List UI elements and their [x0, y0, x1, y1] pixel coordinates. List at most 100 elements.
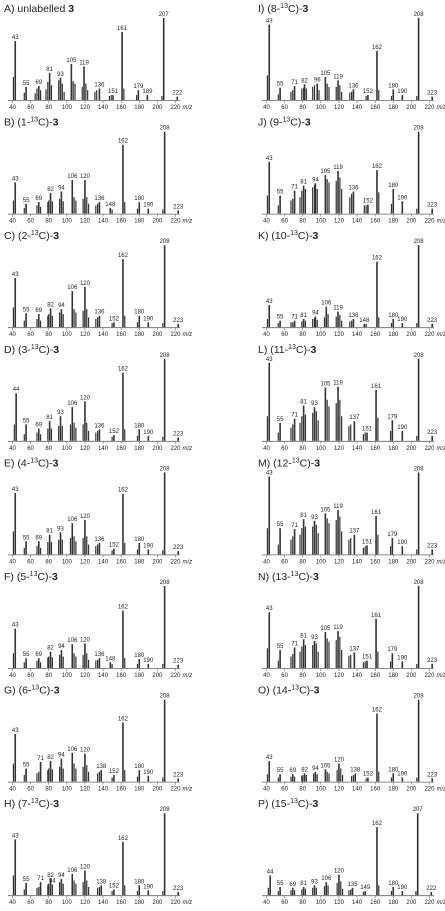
x-axis-unit: m/z	[182, 332, 192, 338]
x-tick-label: 40	[9, 332, 16, 338]
spectrum-peak	[39, 320, 42, 328]
x-tick-label: 220	[170, 559, 181, 565]
panel-title: D) (3-13C)-3	[4, 344, 59, 356]
panel-title: O) (14-13C)-3	[258, 685, 320, 697]
peak-label: 55	[277, 190, 284, 196]
spectrum-peak	[113, 889, 115, 896]
panel-title-middle: C)-	[299, 685, 314, 697]
peak-label: 136	[94, 310, 105, 316]
peak-label: 43	[12, 833, 19, 839]
spectrum-peak	[23, 547, 25, 555]
panel-title-superscript: 13	[280, 3, 288, 10]
peak-label: 55	[23, 762, 30, 768]
spectrum-peak	[301, 889, 303, 896]
peak-label: 94	[312, 177, 319, 183]
spectrum-peak	[293, 890, 296, 896]
x-tick-label: 180	[388, 332, 399, 338]
x-tick-label: 200	[152, 787, 163, 793]
spectrum-peak	[316, 319, 318, 328]
x-tick-label: 60	[27, 332, 34, 338]
spectrum-peak	[353, 534, 356, 555]
peak-label: 137	[349, 646, 360, 652]
spectrum-peak	[12, 875, 15, 896]
peak-label: 180	[388, 83, 399, 89]
x-tick-label: 120	[334, 787, 345, 793]
spectrum-peak	[364, 546, 366, 555]
peak-label: 162	[372, 256, 383, 262]
peak-label: 119	[333, 381, 343, 387]
spectrum-peak	[351, 320, 353, 328]
spectrum-peak	[82, 882, 84, 896]
peak-label: 82	[47, 755, 54, 761]
x-axis-unit: m/z	[436, 219, 445, 225]
spectrum-peak	[268, 161, 271, 214]
peak-label: 136	[348, 313, 359, 319]
peak-label: 69	[35, 652, 42, 658]
spectrum-peak	[50, 542, 53, 555]
peak-label: 208	[414, 466, 425, 472]
peak-label: 137	[349, 415, 360, 421]
spectrum-peak	[37, 658, 40, 668]
spectrum-peak	[109, 207, 112, 214]
peak-label: 43	[12, 176, 19, 182]
x-tick-label: 60	[281, 787, 288, 793]
spectrum-peak	[268, 305, 271, 328]
x-tick-label: 120	[80, 332, 91, 338]
peak-label: 162	[118, 717, 129, 723]
spectrum-peak	[326, 83, 328, 100]
peak-label: 120	[80, 174, 91, 180]
spectrum-peak	[71, 179, 74, 214]
x-tick-label: 60	[27, 219, 34, 225]
x-tick-label: 60	[27, 900, 34, 906]
x-tick-label: 200	[406, 900, 417, 906]
peak-label: 69	[35, 80, 42, 86]
x-axis-unit: m/z	[436, 673, 445, 679]
spectrum-peak	[299, 651, 301, 668]
spectrum-peak	[367, 95, 369, 100]
spectrum-peak	[335, 403, 337, 441]
spectrum-peak	[277, 323, 279, 328]
spectrum-peak	[75, 541, 77, 555]
spectrum-peak	[341, 189, 343, 214]
peak-label: 208	[160, 466, 171, 472]
spectrum-peak	[324, 769, 327, 782]
x-tick-label: 80	[45, 332, 52, 338]
spectrum-peak	[325, 882, 328, 896]
spectrum-peak	[62, 656, 64, 668]
x-tick-label: 80	[45, 219, 52, 225]
spectrum-peak	[292, 654, 294, 668]
spectrum-peak	[69, 424, 72, 441]
spectrum-peak	[100, 885, 103, 896]
spectrum-peak	[23, 320, 25, 328]
spectrum-peak	[302, 519, 305, 555]
x-tick-label: 180	[134, 446, 145, 452]
spectrum-peak	[39, 207, 42, 214]
spectrum-peak	[49, 761, 52, 782]
peak-label: 93	[311, 515, 318, 521]
panel-title-compound: 3	[311, 344, 317, 356]
x-tick-label: 140	[352, 105, 363, 111]
spectrum-peak	[431, 208, 433, 214]
panel-title-prefix: F) (5-	[4, 571, 30, 583]
spectrum-peak	[389, 430, 392, 441]
spectrum-peak	[49, 878, 52, 896]
spectrum-peak	[124, 770, 126, 782]
peak-label: 93	[311, 401, 318, 407]
spectrum-peak	[49, 308, 52, 328]
spectrum-peak	[25, 658, 27, 668]
spectrum-peak	[416, 663, 418, 668]
peak-label: 161	[371, 384, 382, 390]
spectrum-peak	[312, 319, 314, 328]
spectrum-peak	[266, 416, 269, 441]
spectrum-peak	[375, 389, 377, 441]
spectrum-peak	[293, 528, 296, 555]
spectrum-peak	[328, 182, 330, 214]
spectrum-peak	[352, 191, 355, 214]
spectrum-peak	[135, 95, 138, 100]
spectrum-peak	[377, 417, 379, 441]
spectrum-peak	[318, 90, 320, 100]
x-tick-label: 220	[424, 559, 435, 565]
spectrum-peak	[122, 722, 124, 782]
